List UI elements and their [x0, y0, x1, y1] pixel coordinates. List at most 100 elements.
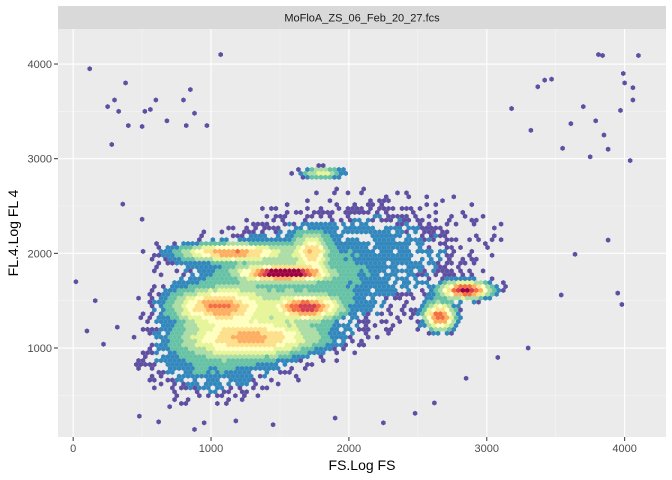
hexbin-cell — [203, 287, 209, 293]
hexbin-cell — [426, 260, 432, 266]
hexbin-cell — [255, 237, 261, 243]
hexbin-cell — [201, 322, 207, 329]
hexbin-cell — [435, 260, 441, 266]
hexbin-cell — [314, 244, 319, 251]
hexbin-cell — [237, 385, 243, 391]
hexbin-cell — [363, 283, 369, 290]
hexbin-cell — [264, 322, 270, 329]
hexbin-cell — [165, 354, 171, 360]
hexbin-cell — [253, 256, 258, 262]
hexbin-cell — [453, 221, 459, 227]
hexbin-cell — [282, 291, 288, 297]
hexbin-cell — [215, 361, 220, 368]
hexbin-cell — [314, 307, 319, 313]
hexbin-cell — [262, 319, 267, 325]
hexbin-cell — [188, 244, 193, 251]
hexbin-cell — [327, 252, 333, 258]
hexbin-cell — [307, 272, 312, 278]
hexbin-cell — [194, 256, 200, 262]
hexbin-cell — [239, 381, 245, 387]
hexbin-cell — [465, 280, 470, 286]
hexbin-cell — [336, 268, 342, 274]
hexbin-cell — [305, 260, 310, 266]
hexbin-cell — [325, 256, 330, 262]
hexbin-cell — [451, 303, 457, 309]
hexbin-cell — [334, 319, 339, 325]
hexbin-cell — [404, 237, 409, 243]
hexbin-cell — [131, 334, 137, 340]
hexbin-cell — [266, 358, 272, 364]
hexbin-cell — [374, 334, 380, 340]
hexbin-cell — [318, 205, 324, 212]
hexbin-cell — [343, 280, 348, 286]
hexbin-cell — [388, 264, 393, 270]
hexbin-outlier-cell — [568, 121, 574, 127]
hexbin-cell — [257, 342, 263, 348]
hexbin-cell — [203, 256, 209, 262]
x-axis: 0 1000 2000 3000 4000 — [70, 437, 637, 455]
hexbin-cell — [154, 350, 159, 356]
hexbin-cell — [408, 237, 414, 243]
hexbin-cell — [305, 283, 310, 290]
hexbin-cell — [262, 280, 267, 286]
hexbin-cell — [251, 237, 256, 243]
hexbin-cell — [174, 330, 180, 336]
hexbin-cell — [307, 225, 312, 231]
hexbin-cell — [185, 326, 191, 332]
x-tick-label: 0 — [70, 443, 76, 455]
hexbin-cell — [388, 248, 393, 254]
hexbin-cell — [257, 295, 263, 301]
hexbin-cell — [280, 217, 285, 223]
hexbin-cell — [327, 315, 333, 321]
hexbin-cell — [280, 303, 285, 309]
hexbin-cell — [433, 326, 439, 332]
hexbin-cell — [377, 244, 382, 251]
hexbin-cell — [194, 311, 200, 317]
hexbin-cell — [356, 256, 362, 262]
hexbin-cell — [248, 280, 254, 286]
hexbin-cell — [462, 260, 468, 266]
hexbin-cell — [149, 365, 155, 371]
hexbin-cell — [343, 342, 348, 348]
hexbin-cell — [242, 377, 247, 383]
hexbin-cell — [228, 283, 234, 290]
hexbin-cell — [210, 299, 216, 305]
hexbin-cell — [311, 303, 317, 309]
hexbin-cell — [363, 299, 369, 305]
hexbin-cell — [307, 170, 312, 176]
hexbin-cell — [275, 272, 281, 278]
hexbin-cell — [447, 319, 452, 325]
hexbin-cell — [332, 346, 337, 352]
hexbin-cell — [438, 225, 443, 231]
hexbin-cell — [235, 334, 240, 340]
hexbin-cell — [426, 237, 432, 243]
hexbin-cell — [365, 287, 371, 293]
hexbin-cell — [174, 377, 180, 383]
hexbin-cell — [478, 280, 484, 286]
hexbin-cell — [356, 319, 362, 325]
hexbin-cell — [334, 342, 339, 348]
hexbin-cell — [181, 342, 186, 348]
hexbin-cell — [161, 315, 166, 321]
hexbin-cell — [444, 260, 450, 266]
hexbin-cell — [278, 237, 283, 243]
hexbin-cell — [138, 315, 144, 321]
hexbin-cell — [230, 358, 236, 364]
hexbin-cell — [255, 322, 261, 329]
hexbin-cell — [262, 248, 267, 254]
hexbin-cell — [429, 248, 434, 254]
hexbin-cell — [320, 264, 326, 270]
hexbin-outlier-cell — [495, 354, 501, 361]
hexbin-cell — [305, 276, 310, 282]
hexbin-cell — [323, 252, 328, 258]
hexbin-cell — [260, 283, 265, 290]
hexbin-cell — [221, 264, 227, 270]
hexbin-cell — [390, 237, 396, 243]
hexbin-cell — [219, 276, 225, 282]
hexbin-cell — [440, 291, 445, 297]
hexbin-cell — [343, 272, 348, 278]
hexbin-outlier-cell — [105, 104, 110, 110]
hexbin-cell — [363, 268, 369, 274]
hexbin-cell — [289, 326, 294, 332]
hexbin-cell — [264, 213, 270, 219]
